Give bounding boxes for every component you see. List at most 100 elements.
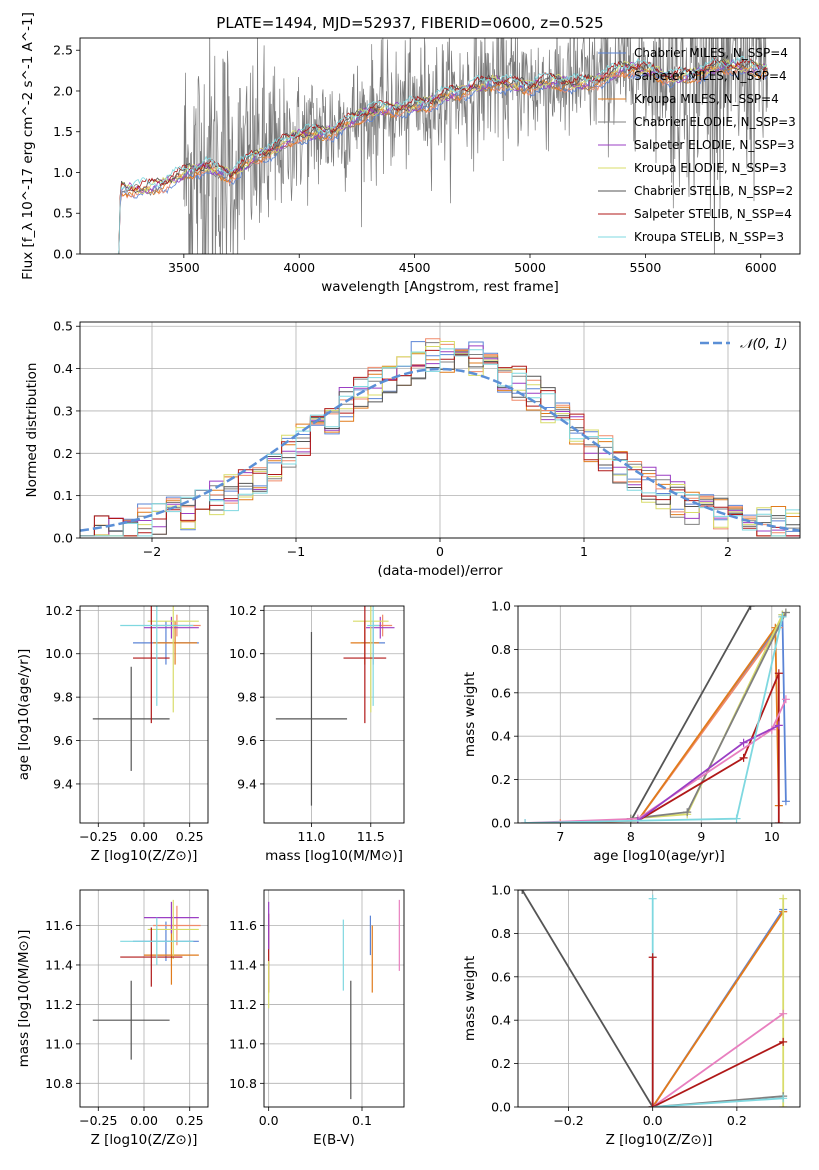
x-tick-label: 11.0 bbox=[298, 829, 326, 844]
weight-marker bbox=[781, 608, 790, 617]
axes-frame bbox=[79, 37, 801, 255]
x-tick-label: 2 bbox=[724, 544, 732, 559]
y-tick-label: 0.2 bbox=[491, 772, 511, 787]
x-tick-label: −0.25 bbox=[79, 829, 117, 844]
x-tick-label: 0.00 bbox=[130, 1113, 158, 1128]
histogram-kroupa-stelib bbox=[80, 348, 800, 537]
panel-0: 3500 4000 4500 5000 5500 6000 0.0 0.5 1.0 1.5 2.0 2… bbox=[20, 12, 801, 295]
panel-1: −2 −1 0 1 2 0.0 0.1 0.2 0.3 0.4 0.5 (data-model)/er… bbox=[24, 319, 801, 579]
y-axis-label: mass weight bbox=[462, 672, 478, 757]
plot-area bbox=[114, 38, 769, 254]
axes-frame bbox=[79, 605, 209, 824]
weight-line bbox=[630, 611, 787, 820]
y-tick-label: 10.0 bbox=[45, 646, 73, 661]
weight-marker bbox=[746, 606, 755, 610]
x-tick-label: −2 bbox=[143, 544, 161, 559]
weight-line bbox=[521, 890, 654, 1107]
weight-marker bbox=[779, 1103, 788, 1107]
legend-label: Kroupa MILES, N_SSP=4 bbox=[634, 92, 779, 106]
legend-label: 𝒩(0, 1) bbox=[740, 337, 787, 352]
plot-area bbox=[92, 899, 201, 1060]
y-tick-label: 0.5 bbox=[53, 206, 73, 221]
y-tick-label: 1.0 bbox=[491, 883, 511, 898]
x-tick-label: 0.1 bbox=[352, 1113, 372, 1128]
model-line-kroupa-elodie bbox=[114, 58, 768, 254]
x-axis-label: Z [log10(Z/Z⊙)] bbox=[91, 848, 198, 864]
y-tick-label: 10.0 bbox=[229, 646, 257, 661]
weight-line bbox=[652, 1041, 784, 1107]
y-axis-label: mass [log10(M/M⊙)] bbox=[16, 930, 32, 1068]
y-tick-label: 0.4 bbox=[491, 1013, 511, 1028]
y-tick-label: 0.2 bbox=[53, 446, 73, 461]
x-tick-label: 4000 bbox=[283, 260, 315, 275]
weight-marker bbox=[778, 612, 787, 621]
axes-frame bbox=[79, 889, 209, 1108]
y-tick-label: 2.5 bbox=[53, 43, 73, 58]
y-tick-label: 10.2 bbox=[45, 603, 73, 618]
x-tick-label: −0.25 bbox=[79, 1113, 117, 1128]
weight-marker bbox=[648, 894, 657, 903]
weight-line bbox=[652, 1097, 784, 1107]
legend-label: Kroupa ELODIE, N_SSP=3 bbox=[634, 161, 787, 175]
model-line-kroupa-stelib bbox=[114, 55, 768, 254]
y-tick-label: 11.6 bbox=[229, 918, 257, 933]
weight-marker bbox=[739, 738, 748, 747]
weight-line bbox=[560, 616, 784, 823]
weight-line bbox=[651, 911, 784, 1107]
x-tick-label: 0.0 bbox=[259, 1113, 279, 1128]
normal-curve bbox=[80, 367, 800, 532]
plot-area bbox=[80, 338, 800, 537]
panel-5: −0.25 0.00 0.25 10.8 11.0 11.2 11.4 11.6 Z [log1… bbox=[16, 889, 209, 1148]
panel-6: 0.0 0.1 10.8 11.0 11.2 11.4 11.6 E(B-V) bbox=[229, 889, 405, 1148]
x-axis-label: Z [log10(Z/Z⊙)] bbox=[606, 1132, 713, 1148]
weight-marker bbox=[648, 953, 657, 962]
x-axis-label: E(B-V) bbox=[313, 1132, 355, 1148]
x-tick-label: 1 bbox=[580, 544, 588, 559]
weight-marker bbox=[683, 808, 692, 817]
y-tick-label: 9.6 bbox=[237, 733, 257, 748]
weight-marker bbox=[739, 753, 748, 762]
x-tick-label: 3500 bbox=[168, 260, 200, 275]
weight-marker bbox=[779, 1094, 788, 1103]
y-tick-label: 0.2 bbox=[491, 1056, 511, 1071]
y-axis-label: age [log10(age/yr)] bbox=[16, 649, 32, 781]
x-tick-label: 4500 bbox=[399, 260, 431, 275]
legend-label: Salpeter MILES, N_SSP=4 bbox=[634, 69, 787, 83]
x-axis-label: age [log10(age/yr)] bbox=[593, 848, 725, 864]
x-tick-label: 5500 bbox=[629, 260, 661, 275]
panel-2: −0.25 0.00 0.25 9.4 9.6 9.8 10.0 10.2 Z [log10(Z… bbox=[16, 603, 209, 864]
weight-marker bbox=[732, 814, 741, 823]
y-axis-label: mass weight bbox=[462, 956, 478, 1041]
panel-4: 7 8 9 10 0.0 0.2 0.4 0.6 0.8 1.0 age [log10(age/yr… bbox=[462, 599, 801, 864]
legend-label: Salpeter ELODIE, N_SSP=3 bbox=[634, 138, 795, 152]
axes-frame bbox=[263, 889, 405, 1108]
x-tick-label: 0.0 bbox=[643, 1113, 663, 1128]
weight-line bbox=[524, 698, 787, 823]
plot-area bbox=[518, 890, 788, 1107]
legend-label: Kroupa STELIB, N_SSP=3 bbox=[634, 230, 784, 244]
weight-marker bbox=[556, 819, 565, 823]
x-axis-label: mass [log10(M/M⊙)] bbox=[265, 848, 403, 864]
axes-frame bbox=[79, 321, 801, 539]
histogram-kroupa-elodie bbox=[80, 341, 800, 537]
x-tick-label: −0.2 bbox=[553, 1113, 583, 1128]
y-tick-label: 0.3 bbox=[53, 403, 73, 418]
x-tick-label: 7 bbox=[556, 829, 564, 844]
model-line-chabrier-elodie bbox=[114, 61, 767, 254]
legend-label: Chabrier MILES, N_SSP=4 bbox=[634, 46, 788, 60]
y-tick-label: 9.8 bbox=[53, 690, 73, 705]
x-tick-label: 0.2 bbox=[727, 1113, 747, 1128]
weight-marker bbox=[779, 894, 788, 903]
x-tick-label: 6000 bbox=[745, 260, 777, 275]
y-tick-label: 0.8 bbox=[491, 926, 511, 941]
y-tick-label: 2.0 bbox=[53, 83, 73, 98]
model-line-chabrier-miles bbox=[114, 65, 768, 254]
y-tick-label: 0.6 bbox=[491, 685, 511, 700]
y-tick-label: 0.8 bbox=[491, 642, 511, 657]
plot-area bbox=[521, 606, 790, 823]
weight-marker bbox=[779, 1037, 788, 1046]
y-tick-label: 0.0 bbox=[491, 816, 511, 831]
y-tick-label: 11.6 bbox=[45, 918, 73, 933]
plot-area bbox=[268, 899, 400, 1100]
